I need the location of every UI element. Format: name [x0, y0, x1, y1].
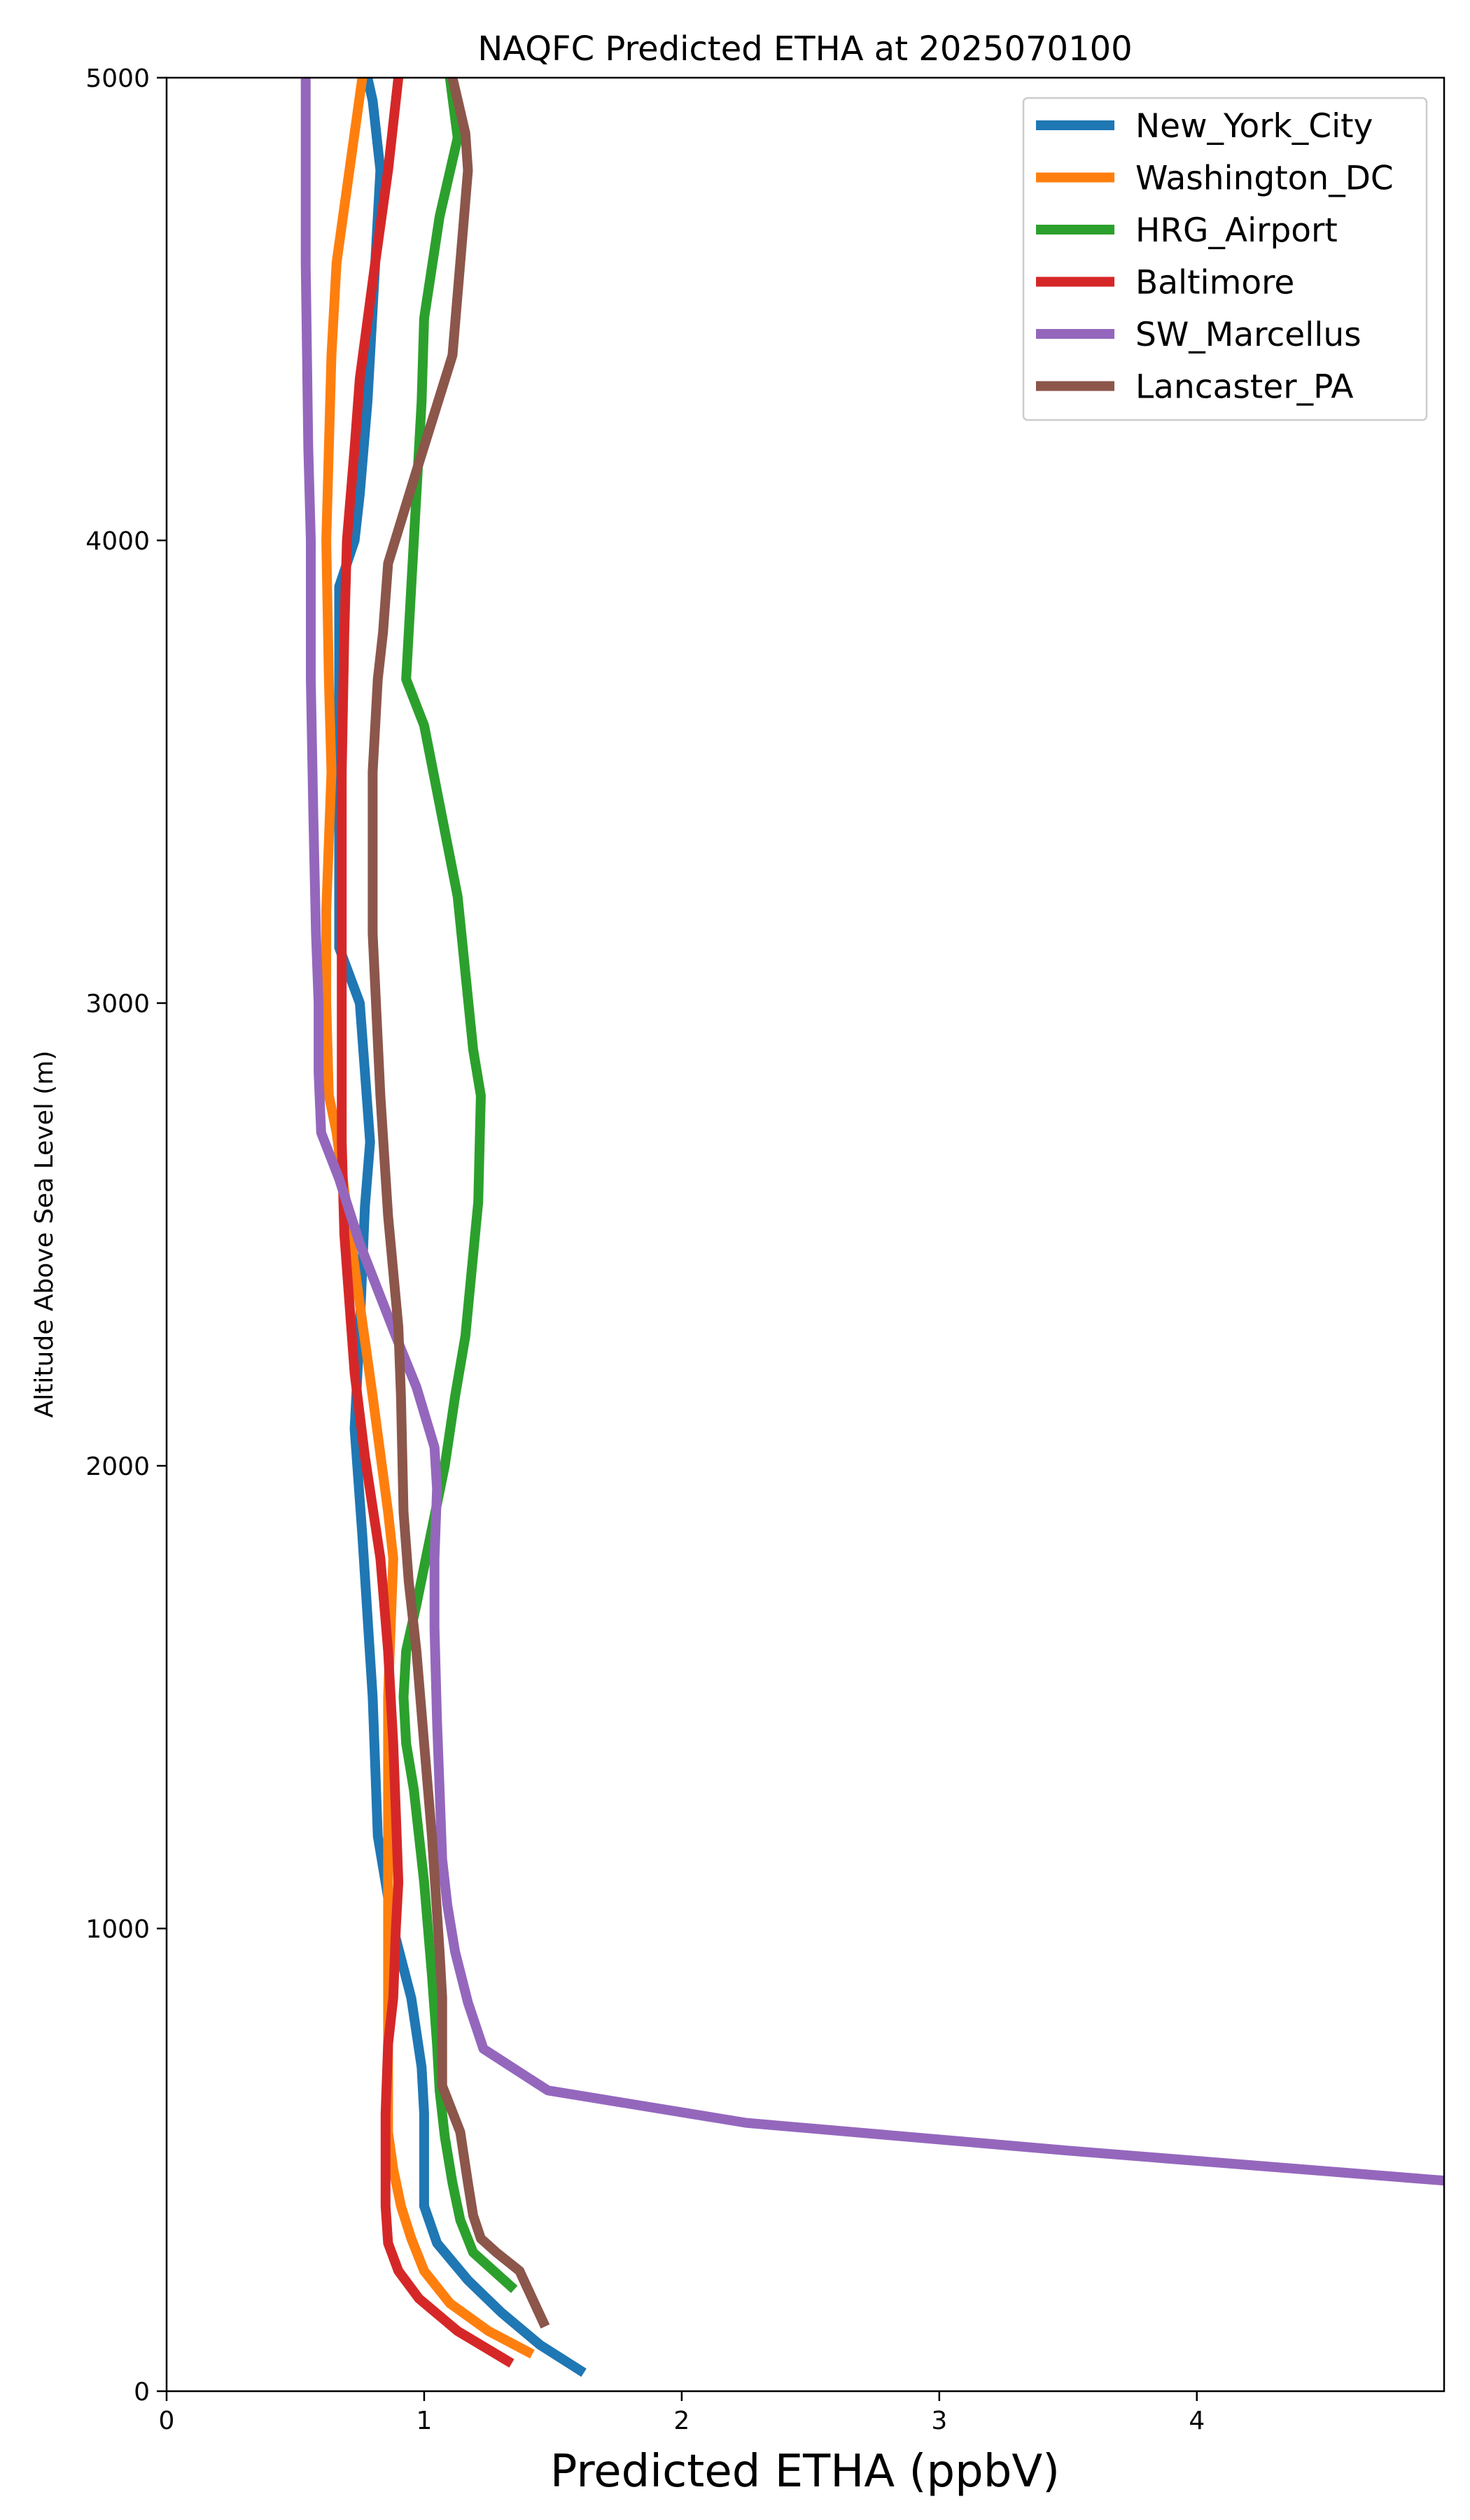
- legend: New_York_City Washington_DC HRG_Airport Bal…: [1022, 97, 1428, 421]
- series-line-3: [337, 78, 514, 2368]
- legend-label-5: Lancaster_PA: [1135, 368, 1354, 407]
- series-line-1: [321, 78, 535, 2359]
- x-axis: 0 1 2 3 4: [159, 2391, 1205, 2435]
- x-tick-label-3: 3: [931, 2407, 947, 2435]
- legend-frame: [1022, 97, 1428, 421]
- y-axis: 0 1000 2000 3000 4000 5000: [85, 64, 167, 2407]
- y-tick-label-5: 5000: [85, 64, 150, 93]
- legend-label-4: SW_Marcellus: [1135, 316, 1362, 354]
- plot-area-frame: [165, 76, 1446, 2393]
- x-tick-label-2: 2: [673, 2407, 690, 2435]
- legend-label-1: Washington_DC: [1135, 160, 1394, 198]
- legend-label-3: Baltimore: [1135, 264, 1294, 302]
- series-line-0: [334, 78, 587, 2377]
- chart-title: NAQFC Predicted ETHA at 2025070100: [477, 29, 1132, 69]
- series-line-4: [300, 78, 1444, 2186]
- series-layer: [300, 78, 1444, 2377]
- x-tick-label-1: 1: [416, 2407, 432, 2435]
- y-tick-label-0: 0: [134, 2378, 150, 2407]
- legend-label-0: New_York_City: [1135, 107, 1373, 146]
- x-tick-label-4: 4: [1189, 2407, 1205, 2435]
- legend-label-2: HRG_Airport: [1135, 211, 1338, 250]
- y-tick-label-2: 2000: [85, 1452, 150, 1481]
- y-tick-label-1: 1000: [85, 1915, 150, 1944]
- y-tick-label-3: 3000: [85, 990, 150, 1018]
- y-axis-label: Altitude Above Sea Level (m): [30, 1051, 59, 1418]
- x-tick-label-0: 0: [159, 2407, 175, 2435]
- x-axis-label: Predicted ETHA (ppbV): [550, 2446, 1060, 2498]
- y-tick-label-4: 4000: [85, 527, 150, 556]
- series-line-5: [368, 78, 550, 2329]
